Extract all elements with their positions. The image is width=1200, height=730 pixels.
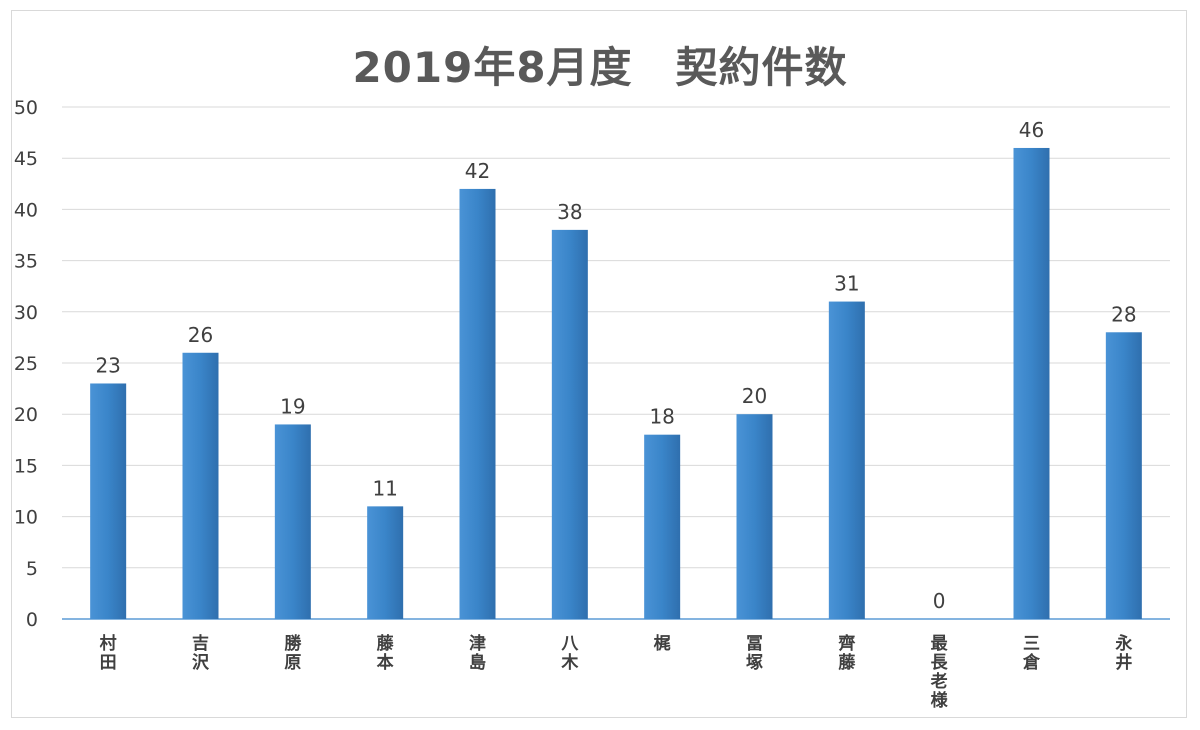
data-label: 38 <box>557 200 582 224</box>
y-tick-label: 20 <box>14 404 38 426</box>
category-label: 津島 <box>469 633 486 673</box>
bar <box>182 352 219 619</box>
bar <box>1105 332 1142 619</box>
bar <box>459 188 496 620</box>
y-tick-label: 50 <box>14 97 38 119</box>
data-label: 26 <box>188 323 213 347</box>
data-label: 18 <box>649 405 674 429</box>
bar <box>274 424 311 619</box>
category-label: 勝原 <box>284 633 302 673</box>
category-label: 齊藤 <box>837 633 856 673</box>
data-label: 11 <box>372 476 397 500</box>
data-label: 0 <box>933 589 946 613</box>
category-label: 村田 <box>100 633 117 673</box>
y-tick-label: 15 <box>14 455 38 477</box>
y-tick-label: 40 <box>14 199 38 221</box>
bar <box>90 383 127 619</box>
bar <box>551 229 588 619</box>
bar <box>828 301 865 619</box>
y-tick-label: 25 <box>14 353 38 375</box>
category-label: 三倉 <box>1022 634 1041 673</box>
data-label: 23 <box>95 353 120 377</box>
data-label: 20 <box>742 384 767 408</box>
category-label: 八木 <box>560 634 579 673</box>
category-label: 吉沢 <box>192 634 210 673</box>
category-label: 冨塚 <box>746 634 763 673</box>
data-label: 46 <box>1019 118 1044 142</box>
data-label: 28 <box>1111 302 1136 326</box>
chart-title: 2019年8月度 契約件数 <box>352 43 848 92</box>
category-label: 最長老様 <box>930 634 949 711</box>
bar <box>736 414 773 619</box>
bar <box>644 434 681 619</box>
category-label: 永井 <box>1114 633 1132 673</box>
y-tick-label: 30 <box>14 302 38 324</box>
y-tick-label: 5 <box>26 558 38 580</box>
y-tick-label: 0 <box>26 609 38 631</box>
bar <box>367 506 404 619</box>
data-label: 42 <box>465 159 490 183</box>
y-tick-label: 35 <box>14 251 38 273</box>
y-tick-label: 45 <box>14 148 38 170</box>
bar <box>1013 147 1050 619</box>
category-label: 梶 <box>654 633 671 654</box>
data-label: 31 <box>834 272 859 296</box>
y-tick-label: 10 <box>14 507 38 529</box>
data-label: 19 <box>280 394 305 418</box>
category-label: 藤本 <box>377 634 395 673</box>
